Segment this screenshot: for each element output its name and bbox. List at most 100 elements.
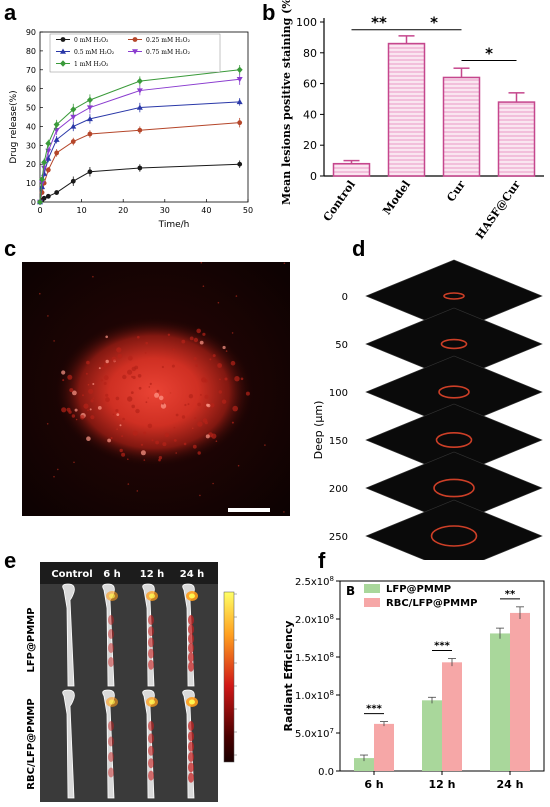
fluorescent-cell <box>158 456 163 460</box>
fluorescent-cell <box>155 440 160 445</box>
panel-label-d: d <box>352 236 366 261</box>
signal-segment <box>188 741 194 752</box>
y-tick-label: 1.5x108 <box>295 651 334 664</box>
fluorescent-cell <box>197 451 201 455</box>
fluorescent-cell <box>115 409 119 413</box>
y-tick-label: 50 <box>26 104 36 113</box>
artery <box>102 583 118 687</box>
fluorescent-cell <box>117 353 123 359</box>
bar-RBC/LFP@PMMP <box>374 723 394 771</box>
fluorescent-cell <box>210 403 215 408</box>
fluorescent-cell <box>137 335 140 339</box>
artery <box>182 583 198 687</box>
fluorescent-cell <box>100 379 103 382</box>
y-axis-label: Mean lesions positive staining (%) <box>280 0 293 205</box>
fluorescent-cell <box>122 374 127 380</box>
fluorescent-cell <box>232 405 238 412</box>
fluorescent-cell <box>193 357 197 361</box>
y-tick-label: 60 <box>303 78 317 91</box>
signal-segment <box>148 758 154 769</box>
fluorescent-cell <box>103 382 107 385</box>
artery <box>62 583 75 687</box>
signal-segment <box>148 733 154 744</box>
y-tick-label: 0.0 <box>318 767 334 778</box>
signal-segment <box>148 770 154 781</box>
signal-segment <box>188 615 194 625</box>
signal-segment <box>108 721 114 731</box>
fluorescent-cell <box>164 432 170 438</box>
signal-segment <box>108 657 114 667</box>
fluorescent-cell <box>137 374 142 378</box>
fluorescent-cell <box>107 438 111 443</box>
signal-core <box>109 699 115 705</box>
signal-segment <box>148 615 154 625</box>
fluorescent-cell <box>138 386 142 390</box>
data-point <box>87 169 93 175</box>
background-speck <box>202 285 205 287</box>
y-tick-label: 70 <box>26 66 36 75</box>
signal-segment <box>188 643 194 653</box>
fluorescent-cell <box>92 397 95 399</box>
background-speck <box>92 275 94 278</box>
fluorescent-cell <box>188 394 194 399</box>
slice-signal <box>443 292 465 300</box>
fluorescent-cell <box>121 452 126 457</box>
fluorescent-cell <box>158 458 161 462</box>
fluorescent-cell <box>173 426 176 429</box>
fluorescent-cell <box>148 386 151 388</box>
background-speck <box>136 490 139 492</box>
fluorescent-cell <box>140 450 146 456</box>
ex-vivo-imaging: Control 6 h 12 h 24 h LFP@PMMP RBC/LFP@PMMP <box>26 562 237 802</box>
fluorescent-cell <box>181 415 186 419</box>
fluorescent-cell <box>135 408 140 414</box>
fluorescent-cell <box>143 431 147 435</box>
background-speck <box>75 418 78 421</box>
depth-tick-label: 150 <box>329 436 348 447</box>
significance-label: * <box>430 14 438 32</box>
artery <box>62 689 75 799</box>
series-line <box>39 101 240 203</box>
data-point <box>236 77 243 83</box>
background-speck <box>215 440 218 442</box>
y-tick-label: 0 <box>31 198 36 207</box>
fluorescent-cell <box>105 393 109 397</box>
data-point <box>70 114 77 120</box>
data-point <box>45 167 51 173</box>
fluorescent-cell <box>116 347 122 353</box>
x-tick-label: 0 <box>37 206 42 215</box>
slice-signal <box>430 525 478 547</box>
fluorescent-cell <box>192 444 197 449</box>
artery <box>182 689 198 799</box>
fluorescent-cell <box>199 393 202 396</box>
fluorescent-cell <box>217 363 223 368</box>
significance-label: *** <box>366 704 382 715</box>
data-point <box>70 178 76 184</box>
background-speck <box>147 397 150 399</box>
signal-segment <box>188 772 194 783</box>
signal-segment <box>188 731 194 742</box>
bar-3 <box>497 101 536 177</box>
slice-signal <box>440 338 468 350</box>
fluorescent-cell <box>193 337 199 343</box>
data-point <box>37 198 43 206</box>
fluorescent-cell <box>140 443 144 446</box>
background-speck <box>264 444 266 446</box>
row-label: RBC/LFP@PMMP <box>26 698 37 789</box>
y-axis-label: Drug release(%) <box>9 90 19 163</box>
y-tick-label: 80 <box>303 47 317 60</box>
fluorescent-cell <box>158 395 164 401</box>
data-point <box>86 105 93 111</box>
signal-segment <box>108 736 114 747</box>
data-point <box>136 88 143 94</box>
fluorescent-cell <box>131 366 136 372</box>
fluorescent-cell <box>187 403 190 406</box>
fluorescent-cell <box>147 423 153 429</box>
background-speck <box>47 315 49 317</box>
drug-release-line-chart: 0 10 20 30 40 50 60 70 80 90 0 10 20 30 40 50 Time/h Drug… <box>9 28 253 230</box>
fluorescent-cell <box>74 408 78 412</box>
y-tick-label: 20 <box>303 139 317 152</box>
signal-segment <box>108 752 114 762</box>
data-point <box>137 165 143 171</box>
x-tick-label: 40 <box>201 206 211 215</box>
signal-segment <box>148 637 154 648</box>
